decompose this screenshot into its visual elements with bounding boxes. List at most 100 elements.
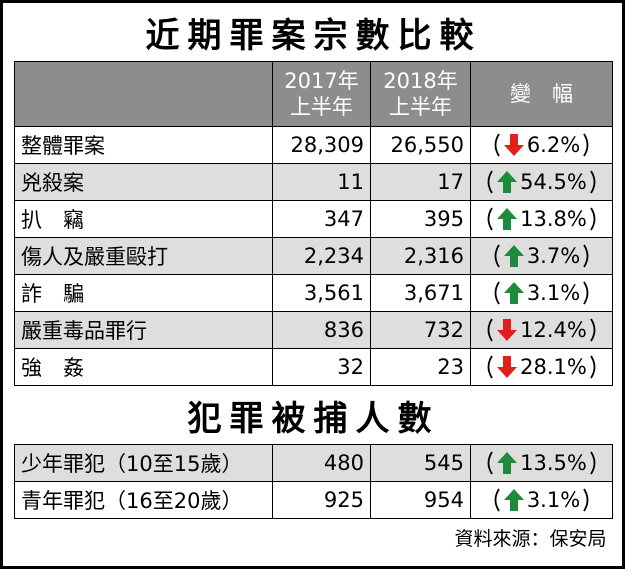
arrow-up bbox=[497, 171, 518, 193]
paren-open bbox=[494, 281, 500, 305]
arrow-down bbox=[497, 319, 518, 341]
value-2018: 545 bbox=[370, 444, 471, 482]
value-2017: 28,309 bbox=[272, 126, 371, 164]
change: 13.8% bbox=[470, 200, 613, 238]
change-value: 54.5% bbox=[520, 170, 587, 194]
change-box: 6.2% bbox=[475, 132, 608, 158]
row-name: 嚴重毒品罪行 bbox=[14, 311, 273, 349]
paren-close bbox=[583, 133, 589, 157]
source-row: 資料來源：保安局 bbox=[15, 519, 613, 556]
column-header: 2017年 上半年 bbox=[272, 61, 371, 127]
arrow-up bbox=[503, 489, 524, 511]
value-2018: 2,316 bbox=[370, 237, 471, 275]
change-box: 12.4% bbox=[475, 317, 608, 343]
change: 28.1% bbox=[470, 348, 613, 386]
value-2018: 395 bbox=[370, 200, 471, 238]
arrow-down bbox=[503, 134, 524, 156]
title: 近期罪案宗數比較 bbox=[145, 15, 482, 56]
arrow-up bbox=[503, 245, 524, 267]
change-value: 3.1% bbox=[526, 281, 581, 305]
value-2018: 3,671 bbox=[370, 274, 471, 312]
header-blank bbox=[14, 61, 273, 127]
section-title: 犯罪被捕人數 bbox=[187, 398, 440, 439]
paren-close bbox=[590, 355, 596, 379]
data-row: 少年罪犯（10至15歲） 480 545 13.5% bbox=[14, 444, 613, 482]
arrow-up bbox=[497, 208, 518, 230]
value-2017: 480 bbox=[272, 444, 371, 482]
row-name: 詐 騙 bbox=[14, 274, 273, 312]
change-value: 3.1% bbox=[526, 488, 581, 512]
value-2017: 2,234 bbox=[272, 237, 371, 275]
value-2017: 32 bbox=[272, 348, 371, 386]
row-name: 兇殺案 bbox=[14, 163, 273, 201]
paren-close bbox=[590, 318, 596, 342]
value-2018: 954 bbox=[370, 481, 471, 519]
paren-close bbox=[583, 281, 589, 305]
change: 13.5% bbox=[470, 444, 613, 482]
change-value: 12.4% bbox=[520, 318, 587, 342]
value-2018: 26,550 bbox=[370, 126, 471, 164]
arrow-up bbox=[497, 452, 518, 474]
paren-open bbox=[494, 488, 500, 512]
change: 3.1% bbox=[470, 274, 613, 312]
change: 12.4% bbox=[470, 311, 613, 349]
change-box: 13.5% bbox=[475, 450, 608, 476]
source: 資料來源：保安局 bbox=[454, 527, 607, 550]
section-row: 犯罪被捕人數 bbox=[15, 386, 613, 445]
column-header-line: 上半年 bbox=[290, 95, 353, 119]
paren-open bbox=[487, 170, 493, 194]
change: 3.7% bbox=[470, 237, 613, 275]
data-row: 詐 騙 3,561 3,671 3.1% bbox=[14, 274, 613, 312]
paren-close bbox=[583, 488, 589, 512]
column-header-line: 上半年 bbox=[389, 95, 452, 119]
value-2017: 925 bbox=[272, 481, 371, 519]
column-header: 變 幅 bbox=[470, 61, 613, 127]
change-box: 28.1% bbox=[475, 354, 608, 380]
column-header-line: 2018年 bbox=[383, 69, 458, 93]
paren-close bbox=[583, 244, 589, 268]
change-value: 13.5% bbox=[520, 451, 587, 475]
value-2017: 347 bbox=[272, 200, 371, 238]
data-row: 整體罪案 28,309 26,550 6.2% bbox=[14, 126, 613, 164]
paren-open bbox=[487, 318, 493, 342]
column-header: 2018年 上半年 bbox=[370, 61, 471, 127]
header-row: 2017年 上半年 2018年 上半年變 幅 bbox=[14, 61, 613, 127]
change-box: 13.8% bbox=[475, 206, 608, 232]
change-box: 54.5% bbox=[475, 169, 608, 195]
arrow-down bbox=[497, 356, 518, 378]
paren-close bbox=[590, 170, 596, 194]
data-row: 青年罪犯（16至20歲） 925 954 3.1% bbox=[14, 481, 613, 519]
data-row: 傷人及嚴重毆打 2,234 2,316 3.7% bbox=[14, 237, 613, 275]
paren-close bbox=[590, 451, 596, 475]
value-2018: 17 bbox=[370, 163, 471, 201]
change-value: 3.7% bbox=[526, 244, 581, 268]
row-name: 傷人及嚴重毆打 bbox=[14, 237, 273, 275]
value-2017: 3,561 bbox=[272, 274, 371, 312]
column-header-line: 2017年 bbox=[284, 69, 359, 93]
paren-open bbox=[487, 207, 493, 231]
value-2018: 732 bbox=[370, 311, 471, 349]
data-row: 扒 竊 347 395 13.8% bbox=[14, 200, 613, 238]
paren-open bbox=[487, 355, 493, 379]
change-box: 3.1% bbox=[475, 280, 608, 306]
change-value: 6.2% bbox=[526, 133, 581, 157]
change: 3.1% bbox=[470, 481, 613, 519]
data-row: 強 姦 32 23 28.1% bbox=[14, 348, 613, 386]
data-row: 兇殺案 11 17 54.5% bbox=[14, 163, 613, 201]
row-name: 少年罪犯（10至15歲） bbox=[14, 444, 273, 482]
change-box: 3.7% bbox=[475, 243, 608, 269]
value-2017: 836 bbox=[272, 311, 371, 349]
row-name: 強 姦 bbox=[14, 348, 273, 386]
data-row: 嚴重毒品罪行 836 732 12.4% bbox=[14, 311, 613, 349]
title-row: 近期罪案宗數比較 bbox=[15, 3, 613, 62]
paren-open bbox=[494, 133, 500, 157]
paren-open bbox=[487, 451, 493, 475]
change-box: 3.1% bbox=[475, 487, 608, 513]
change: 6.2% bbox=[470, 126, 613, 164]
paren-open bbox=[494, 244, 500, 268]
row-name: 整體罪案 bbox=[14, 126, 273, 164]
change-value: 13.8% bbox=[520, 207, 587, 231]
paren-close bbox=[590, 207, 596, 231]
row-name: 扒 竊 bbox=[14, 200, 273, 238]
